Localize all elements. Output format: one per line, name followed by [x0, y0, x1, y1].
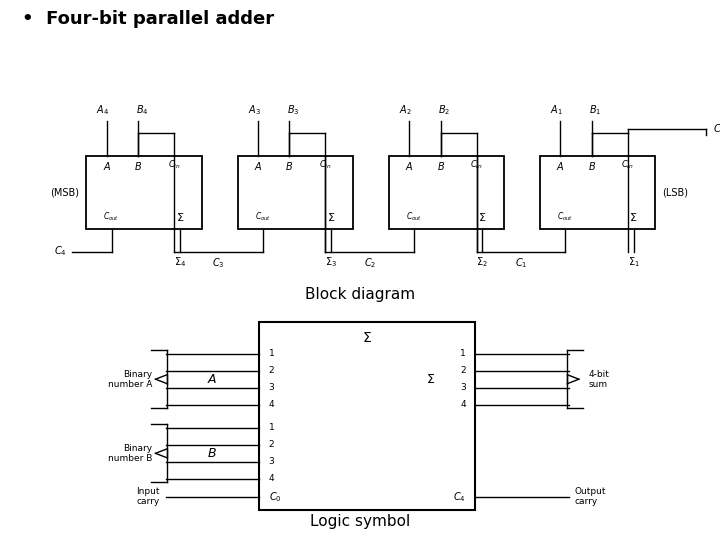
- Text: 1: 1: [269, 423, 274, 433]
- Text: Logic symbol: Logic symbol: [310, 514, 410, 529]
- Bar: [238, 156, 353, 229]
- Text: (LSB): (LSB): [662, 187, 688, 198]
- Text: $C_{out}$: $C_{out}$: [255, 211, 271, 223]
- Text: $C_4$: $C_4$: [453, 490, 466, 503]
- Text: 4: 4: [460, 400, 466, 409]
- Text: $A_2$: $A_2$: [399, 103, 412, 117]
- Text: Block diagram: Block diagram: [305, 287, 415, 302]
- Text: $C_{out}$: $C_{out}$: [406, 211, 422, 223]
- Text: $\Sigma_1$: $\Sigma_1$: [628, 255, 639, 269]
- Text: $\Sigma$: $\Sigma$: [478, 211, 487, 223]
- Text: 1: 1: [460, 349, 466, 358]
- Text: $C_0$: $C_0$: [269, 490, 282, 503]
- Text: Binary
number B: Binary number B: [108, 444, 153, 463]
- Text: $\Sigma$: $\Sigma$: [426, 373, 436, 386]
- Text: B: B: [437, 162, 444, 172]
- Text: $B_2$: $B_2$: [438, 103, 450, 117]
- Bar: [389, 156, 504, 229]
- Text: (MSB): (MSB): [50, 187, 79, 198]
- Text: Output
carry: Output carry: [575, 487, 606, 507]
- Text: 3: 3: [269, 383, 274, 392]
- Text: $\Sigma$: $\Sigma$: [362, 330, 372, 345]
- Text: $C_{out}$: $C_{out}$: [557, 211, 573, 223]
- Text: 2: 2: [269, 440, 274, 449]
- Text: $A$: $A$: [207, 373, 217, 386]
- Text: $B_3$: $B_3$: [287, 103, 300, 117]
- Text: 4: 4: [269, 474, 274, 483]
- Text: $C_{in}$: $C_{in}$: [168, 159, 181, 171]
- Text: A: A: [254, 162, 261, 172]
- Text: 2: 2: [460, 366, 466, 375]
- Text: $\Sigma_3$: $\Sigma_3$: [325, 255, 337, 269]
- Text: 3: 3: [269, 457, 274, 467]
- Bar: [259, 322, 475, 510]
- Text: $A_4$: $A_4$: [96, 103, 109, 117]
- Text: B: B: [588, 162, 595, 172]
- Text: 2: 2: [269, 366, 274, 375]
- Text: $C_{in}$: $C_{in}$: [621, 159, 634, 171]
- Text: $\Sigma$: $\Sigma$: [176, 211, 184, 223]
- Text: B: B: [135, 162, 142, 172]
- Text: $\Sigma_2$: $\Sigma_2$: [477, 255, 488, 269]
- Text: $B_1$: $B_1$: [589, 103, 602, 117]
- Text: 3: 3: [460, 383, 466, 392]
- Text: $C_0$: $C_0$: [713, 123, 720, 136]
- Text: $C_{in}$: $C_{in}$: [470, 159, 483, 171]
- Text: 1: 1: [269, 349, 274, 358]
- Text: $B_4$: $B_4$: [135, 103, 148, 117]
- Text: $\Sigma_4$: $\Sigma_4$: [174, 255, 186, 269]
- Text: $A_1$: $A_1$: [550, 103, 563, 117]
- Text: 4: 4: [269, 400, 274, 409]
- Text: A: A: [557, 162, 564, 172]
- Text: $\Sigma$: $\Sigma$: [629, 211, 638, 223]
- Text: A: A: [405, 162, 413, 172]
- Text: 4-bit
sum: 4-bit sum: [589, 369, 610, 389]
- Text: $B$: $B$: [207, 447, 217, 460]
- Text: B: B: [286, 162, 293, 172]
- Text: $C_2$: $C_2$: [364, 256, 376, 270]
- Text: $C_{in}$: $C_{in}$: [319, 159, 332, 171]
- Text: $C_1$: $C_1$: [515, 256, 527, 270]
- Text: $C_{out}$: $C_{out}$: [104, 211, 120, 223]
- Text: A: A: [103, 162, 110, 172]
- Text: $A_3$: $A_3$: [248, 103, 261, 117]
- Text: $C_4$: $C_4$: [54, 245, 67, 259]
- Bar: [540, 156, 655, 229]
- Bar: [86, 156, 202, 229]
- Text: Binary
number A: Binary number A: [108, 369, 153, 389]
- Text: $C_3$: $C_3$: [212, 256, 225, 270]
- Text: $\Sigma$: $\Sigma$: [327, 211, 336, 223]
- Text: Input
carry: Input carry: [136, 487, 160, 507]
- Text: •  Four-bit parallel adder: • Four-bit parallel adder: [22, 10, 274, 29]
